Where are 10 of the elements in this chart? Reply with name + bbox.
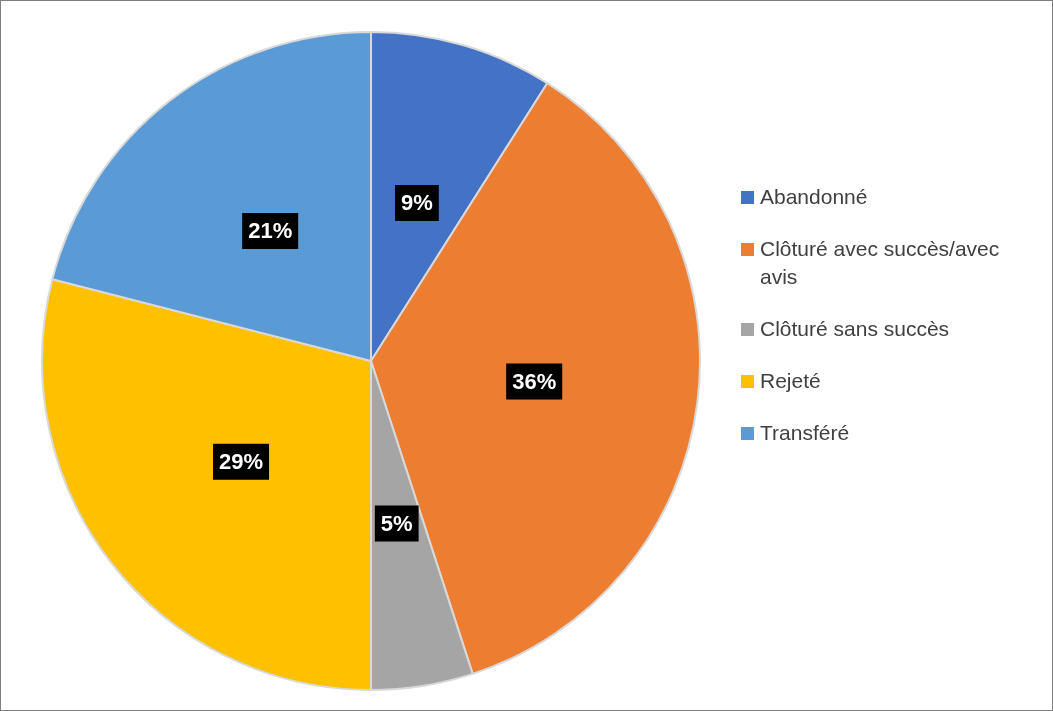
- legend-label: Clôturé sans succès: [760, 316, 950, 342]
- data-label: 9%: [401, 190, 433, 216]
- legend-label: Transféré: [760, 420, 850, 446]
- data-label: 5%: [380, 510, 413, 536]
- data-label: 21%: [248, 218, 293, 244]
- legend-label: Abandonné: [760, 184, 868, 210]
- data-label: 29%: [219, 448, 264, 474]
- legend-label: Clôturé avec succès/avec avis: [760, 236, 1001, 290]
- legend-label: Rejeté: [760, 368, 821, 394]
- data-label: 36%: [512, 368, 557, 394]
